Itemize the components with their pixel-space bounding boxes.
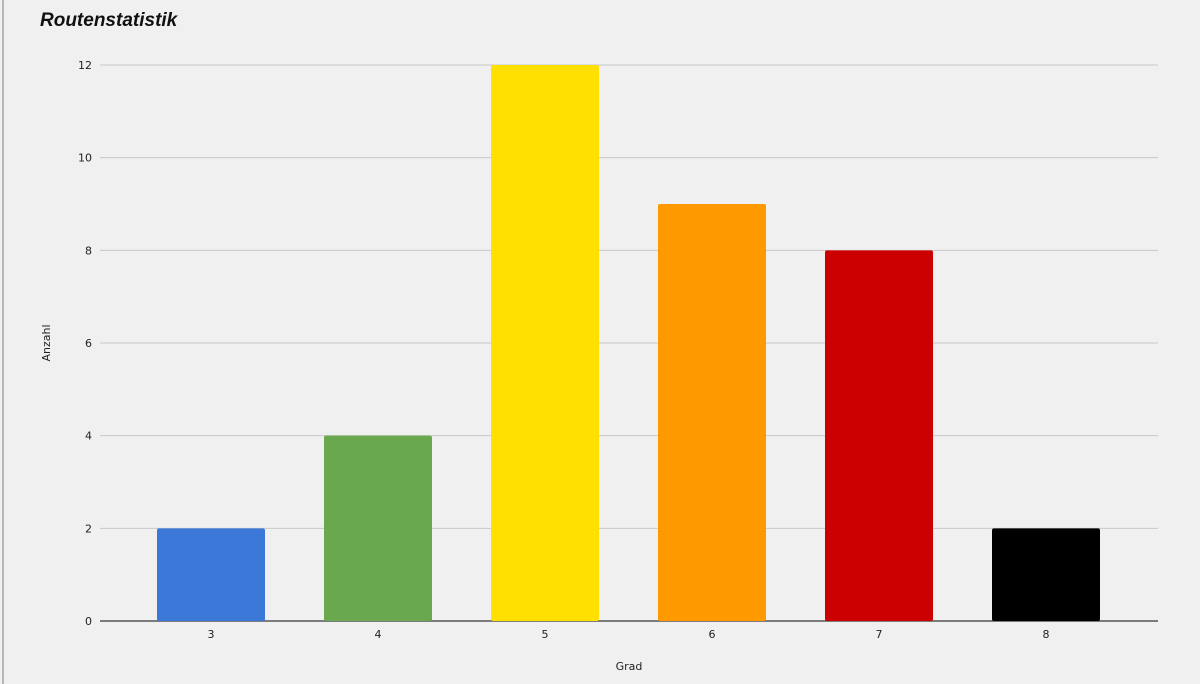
y-tick-label: 0 bbox=[85, 615, 92, 628]
y-tick-label: 12 bbox=[78, 59, 92, 72]
y-axis-label: Anzahl bbox=[40, 324, 53, 361]
y-tick-label: 4 bbox=[85, 430, 92, 443]
y-tick-label: 10 bbox=[78, 152, 92, 165]
bar-grade-5 bbox=[491, 65, 599, 621]
bar-grade-4 bbox=[324, 435, 432, 621]
y-tick-label: 2 bbox=[85, 522, 92, 535]
y-tick-label: 8 bbox=[85, 244, 92, 257]
x-tick-label: 3 bbox=[208, 628, 215, 641]
y-tick-label: 6 bbox=[85, 337, 92, 350]
x-tick-label: 7 bbox=[876, 628, 883, 641]
chart-title: Routenstatistik bbox=[40, 10, 178, 31]
bar-grade-3 bbox=[157, 528, 265, 621]
bar-grade-7 bbox=[825, 250, 933, 622]
x-tick-label: 5 bbox=[542, 628, 549, 641]
x-axis-label: Grad bbox=[616, 660, 643, 673]
bar-grade-6 bbox=[658, 204, 766, 621]
x-tick-label: 4 bbox=[375, 628, 382, 641]
x-tick-label: 6 bbox=[709, 628, 716, 641]
x-tick-label: 8 bbox=[1043, 628, 1050, 641]
bar-grade-8 bbox=[992, 528, 1100, 621]
